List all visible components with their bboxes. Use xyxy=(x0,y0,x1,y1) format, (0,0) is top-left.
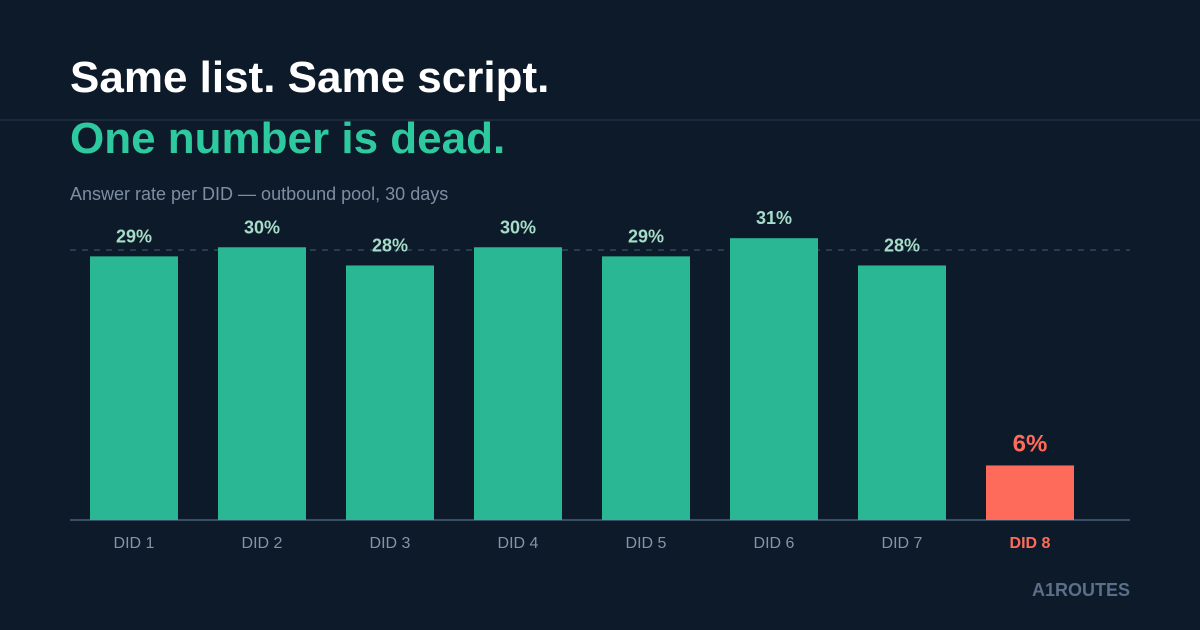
chart-subtitle: Answer rate per DID — outbound pool, 30 … xyxy=(70,184,448,204)
chart-title-highlight: One number is dead. xyxy=(70,114,505,163)
x-tick-label: DID 6 xyxy=(754,535,795,552)
x-tick-label: DID 5 xyxy=(626,535,667,552)
x-tick-label: DID 1 xyxy=(114,535,155,552)
value-label: 28% xyxy=(372,235,408,255)
x-tick-label: DID 2 xyxy=(242,535,283,552)
value-label: 6% xyxy=(1013,430,1048,457)
x-tick-label: DID 3 xyxy=(370,535,411,552)
value-label: 29% xyxy=(116,226,152,246)
bar xyxy=(730,238,818,520)
bar xyxy=(602,256,690,520)
bar xyxy=(346,265,434,520)
value-label: 30% xyxy=(500,217,536,237)
bar xyxy=(858,265,946,520)
chart-title: Same list. Same script. xyxy=(70,53,549,102)
bar xyxy=(474,247,562,521)
x-tick-label: DID 7 xyxy=(882,535,923,552)
value-label: 30% xyxy=(244,217,280,237)
bar xyxy=(986,465,1074,520)
x-tick-label: DID 4 xyxy=(498,535,539,552)
value-label: 31% xyxy=(756,208,792,228)
x-tick-label: DID 8 xyxy=(1010,535,1051,552)
bar xyxy=(90,256,178,520)
brand: A1ROUTES xyxy=(1032,580,1130,600)
value-label: 28% xyxy=(884,235,920,255)
bar xyxy=(218,247,306,521)
value-label: 29% xyxy=(628,226,664,246)
